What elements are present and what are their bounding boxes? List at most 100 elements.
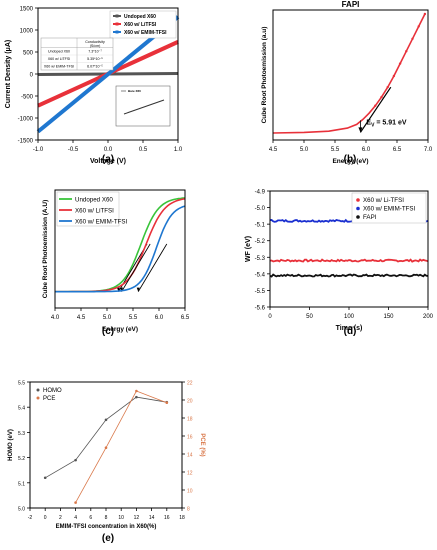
- x-axis-title: Voltage (V): [90, 158, 126, 165]
- inset-a: Bare X60: [115, 85, 171, 127]
- y-axis-title: HOMO (eV): [8, 429, 14, 461]
- panel-label: (d): [344, 326, 357, 337]
- panel-label: (a): [102, 154, 114, 165]
- x-tick-label: 1.0: [174, 147, 183, 153]
- data-point: [135, 395, 138, 399]
- series-curve-2: [55, 205, 186, 293]
- annotation-text: EV = 5.91 eV: [366, 119, 406, 128]
- y2-axis-title: PCE (%): [199, 433, 205, 456]
- y-tick-label: 5.3: [18, 431, 25, 437]
- x-tick-label: 14: [149, 515, 155, 521]
- x-tick-label: -2: [28, 515, 33, 521]
- y-tick-label: 1000: [20, 29, 34, 35]
- inset-legend-label: Bare X60: [128, 89, 141, 93]
- legend-marker: [115, 30, 119, 34]
- y-tick-label: 5.2: [18, 456, 25, 462]
- data-point: [135, 389, 138, 393]
- x-tick-label: 100: [344, 314, 355, 320]
- legend-marker: [356, 215, 360, 219]
- data-point: [423, 12, 427, 16]
- chart-a: -1.0 -0.5 0.0 0.5 1.0 -1500 -1000 -500 0 500 1000 1…: [5, 7, 183, 166]
- legend-label: X60 w/ Li-TFSI: [363, 197, 404, 204]
- legend-e: HOMO PCE: [36, 388, 62, 402]
- x-axis-title: Energy (eV): [102, 326, 138, 333]
- x-tick-label: 6.0: [362, 147, 371, 153]
- data-point: [165, 401, 169, 405]
- legend-label: FAPI: [363, 214, 377, 221]
- y2-tick-label: 10: [187, 489, 193, 495]
- y-tick-label: 5.1: [18, 481, 25, 487]
- y-tick-label: 0: [30, 73, 34, 79]
- data-point: [104, 418, 108, 422]
- x-tick-label: 4.5: [269, 147, 278, 153]
- x-tick-label: 6: [89, 515, 92, 521]
- y-tick-label: -1500: [18, 139, 34, 145]
- data-point: [398, 62, 402, 65]
- y-tick-label: -1000: [18, 117, 34, 123]
- x-axis-title: Energy (eV): [332, 158, 368, 165]
- x-tick-label: 5.0: [300, 147, 309, 153]
- legend-label: Undoped X60: [75, 197, 113, 204]
- table-row-label: Undoped X60: [48, 50, 70, 54]
- y-axis-title: Cube Root Photoemission (a.u): [261, 27, 268, 124]
- x-tick-label: 6.5: [181, 315, 190, 321]
- legend-box: [351, 192, 427, 224]
- x-tick-label: 16: [164, 515, 170, 521]
- chart-d: 0 50 100 150 200 -4.9 -5.0 -5.1 -5.2 -5.3 -5.4 -5.5…: [245, 190, 434, 338]
- legend-label: X60 w/ LiTFSI: [124, 22, 157, 28]
- table-row-label: X60 w/ EMIM-TFSI: [44, 65, 74, 69]
- data-point: [417, 25, 420, 28]
- y-axis-title: Current Density (μA): [5, 40, 12, 108]
- legend-marker: [36, 396, 40, 400]
- table-row-value: 6.07*10⁻⁵: [87, 65, 103, 69]
- legend-label: HOMO: [43, 388, 62, 394]
- y-tick-label: 5.4: [18, 406, 25, 412]
- legend-marker: [36, 388, 40, 392]
- x-tick-label: 0.5: [139, 147, 148, 153]
- panel-label: (e): [102, 533, 114, 544]
- y2-tick-label: 8: [187, 507, 190, 513]
- x-tick-label: 6.0: [155, 315, 164, 321]
- x-tick-label: 0: [44, 515, 47, 521]
- series-trace-2: [269, 273, 429, 278]
- x-tick-label: 12: [134, 515, 140, 521]
- y-tick-label: -5.1: [255, 223, 266, 229]
- x-tick-label: 7.0: [424, 147, 433, 153]
- onset-arrow-2: [136, 287, 140, 292]
- chart-b: EV = 5.91 eV 4.5 5.0 5.5 6.0 6.5 7.0 FAPI Energy…: [261, 0, 433, 165]
- y2-tick-label: 14: [187, 453, 193, 459]
- x-tick-label: 6.5: [393, 147, 402, 153]
- y2-tick-label: 16: [187, 435, 193, 441]
- y2-tick-label: 18: [187, 417, 193, 423]
- tangent-line-1: [121, 243, 151, 292]
- inset-frame: [115, 85, 171, 127]
- legend-marker: [356, 198, 360, 202]
- legend-marker: [115, 14, 119, 18]
- x-tick-label: 0: [268, 314, 272, 320]
- x-tick-label: 18: [179, 515, 185, 521]
- data-point: [374, 104, 377, 107]
- data-point: [74, 458, 77, 462]
- table-row-value: 5.35*10⁻⁵: [87, 57, 103, 61]
- y-tick-label: -500: [21, 95, 34, 101]
- data-point: [74, 501, 77, 504]
- legend-label: Undoped X60: [124, 14, 156, 20]
- data-point: [386, 85, 389, 89]
- x-tick-label: 2: [59, 515, 62, 521]
- y2-tick-label: 22: [187, 381, 193, 387]
- x-tick-label: 150: [383, 314, 394, 320]
- y-tick-label: -5.2: [255, 239, 266, 245]
- annotation-arrowhead: [358, 127, 363, 133]
- x-tick-label: 8: [105, 515, 108, 521]
- conductivity-table: Conductivity(S/cm) Undoped X60 7.3*10⁻⁷ X60…: [40, 37, 114, 71]
- y2-tick-label: 12: [187, 471, 193, 477]
- y2-tick-label: 20: [187, 399, 193, 405]
- plot-c-frame: [54, 189, 186, 309]
- legend-c: Undoped X60 X60 w/ LiTFSI X60 w/ EMIM-TFSI: [56, 191, 128, 227]
- x-tick-label: 4.0: [51, 315, 60, 321]
- data-point: [411, 37, 414, 40]
- legend-label: PCE: [43, 396, 55, 402]
- legend-a: Undoped X60 X60 w/ LiTFSI X60 w/ EMIM-TFSI: [109, 10, 177, 39]
- x-tick-label: -0.5: [68, 147, 79, 153]
- panel-label: (b): [344, 154, 357, 165]
